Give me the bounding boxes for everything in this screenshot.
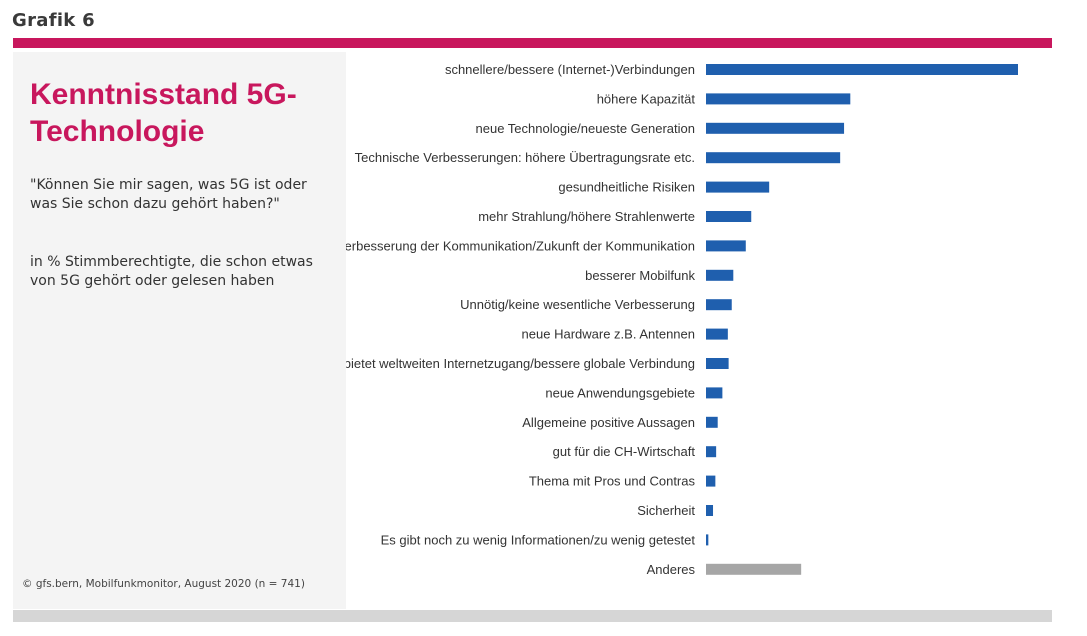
category-label: Es gibt noch zu wenig Informationen/zu w…: [381, 532, 696, 547]
category-label: Technische Verbesserungen: höhere Übertr…: [355, 150, 695, 165]
bar: [706, 446, 717, 458]
bottom-bar: [13, 610, 1052, 622]
category-label: schnellere/bessere (Internet-)Verbindung…: [445, 62, 695, 77]
category-label: Unnötig/keine wesentliche Verbesserung: [460, 297, 695, 312]
bar: [706, 211, 752, 222]
bar: [706, 122, 845, 134]
bar: [706, 240, 746, 252]
bar: [706, 563, 802, 575]
chart-title: Kenntnisstand 5G-Technologie: [30, 78, 297, 148]
base-note: in % Stimmberechtigte, die schon etwas v…: [30, 254, 313, 289]
bar: [706, 93, 851, 105]
category-label: Verbesserung der Kommunikation/Zukunft d…: [346, 238, 695, 253]
bar: [706, 358, 729, 369]
bar: [706, 534, 709, 546]
category-label: bietet weltweiten Internetzugang/bessere…: [346, 356, 695, 371]
bar: [706, 475, 716, 487]
bar: [706, 387, 723, 399]
category-label: Sicherheit: [637, 503, 695, 518]
bar: [706, 416, 718, 428]
category-label: mehr Strahlung/höhere Strahlenwerte: [478, 209, 695, 224]
category-label: Thema mit Pros und Contras: [529, 474, 696, 489]
category-label: neue Hardware z.B. Antennen: [522, 327, 695, 342]
top-accent-bar: [13, 38, 1052, 48]
bar: [706, 181, 770, 193]
bar: [706, 505, 714, 516]
bar: [706, 269, 734, 281]
category-label: besserer Mobilfunk: [585, 268, 695, 283]
category-label: höhere Kapazität: [597, 91, 696, 106]
category-label: Anderes: [647, 562, 696, 577]
bar-chart: schnellere/bessere (Internet-)Verbindung…: [346, 62, 1018, 577]
category-label: gesundheitliche Risiken: [558, 180, 695, 195]
bar: [706, 64, 1018, 75]
figure-label: Grafik 6: [12, 10, 95, 31]
category-label: gut für die CH-Wirtschaft: [553, 444, 696, 459]
category-label: Allgemeine positive Aussagen: [522, 415, 695, 430]
source-note: © gfs.bern, Mobilfunkmonitor, August 202…: [22, 578, 305, 590]
survey-question: "Können Sie mir sagen, was 5G ist oder w…: [30, 177, 307, 212]
bar: [706, 328, 728, 340]
category-label: neue Anwendungsgebiete: [545, 385, 695, 400]
bar: [706, 152, 841, 164]
category-label: neue Technologie/neueste Generation: [476, 121, 696, 136]
bar: [706, 299, 732, 311]
left-panel: [13, 52, 346, 609]
